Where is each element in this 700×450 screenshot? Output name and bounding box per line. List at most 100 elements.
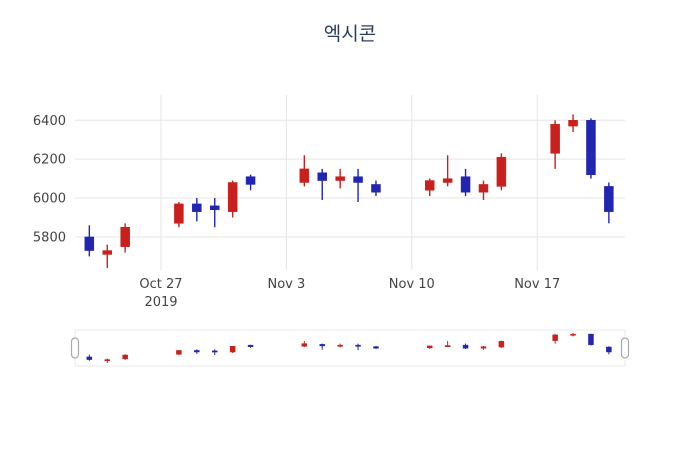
candle[interactable] (319, 343, 325, 350)
candle[interactable] (373, 345, 379, 349)
candle[interactable] (86, 354, 93, 361)
candle-body (86, 356, 93, 360)
candle-body (373, 346, 379, 349)
candle-body (104, 359, 110, 362)
candle[interactable] (604, 182, 614, 224)
rangeslider-track[interactable] (74, 329, 626, 367)
candle[interactable] (355, 343, 361, 351)
candle-body (552, 334, 558, 341)
candle-body (353, 176, 363, 183)
candle-body (480, 346, 487, 349)
rangeslider[interactable] (70, 329, 630, 367)
candle-body (122, 354, 128, 360)
candle[interactable] (209, 198, 220, 228)
candle[interactable] (174, 201, 184, 228)
y-tick-label: 6400 (33, 114, 66, 129)
candle-body (478, 184, 489, 193)
candle[interactable] (335, 168, 345, 189)
candle[interactable] (371, 180, 381, 197)
candle-body (247, 344, 254, 347)
candle[interactable] (194, 349, 200, 354)
candle-body (588, 333, 594, 346)
candle-body (460, 176, 471, 193)
candle-body (337, 344, 343, 347)
candle-body (568, 120, 578, 127)
candle-body (194, 350, 200, 353)
candle-body (84, 236, 95, 251)
candle-body (192, 203, 202, 212)
candle[interactable] (496, 153, 507, 191)
candle[interactable] (299, 155, 310, 187)
candle-body (442, 178, 453, 183)
candle-body (174, 203, 184, 224)
candle-body (498, 341, 505, 348)
candle[interactable] (552, 334, 558, 344)
candle[interactable] (480, 345, 487, 350)
candle[interactable] (462, 343, 469, 349)
candle[interactable] (460, 168, 471, 197)
candle[interactable] (104, 358, 110, 363)
candle-body (301, 343, 308, 347)
candle[interactable] (498, 340, 505, 348)
candle[interactable] (588, 333, 594, 346)
candle-body (462, 344, 469, 349)
candle-body (120, 226, 130, 247)
candle-body (550, 123, 560, 154)
candle-body (426, 345, 433, 349)
candle[interactable] (353, 168, 363, 202)
candle-body (606, 346, 612, 353)
candle-body (227, 182, 238, 212)
candle-body (604, 186, 614, 212)
candle[interactable] (120, 223, 130, 253)
y-tick-label: 6200 (33, 153, 66, 168)
x-axis-labels: Oct 27 2019 Nov 3 Nov 10 Nov 17 (139, 277, 560, 310)
plot-area[interactable] (75, 95, 625, 270)
candle-body (229, 346, 236, 353)
candle[interactable] (337, 343, 343, 348)
y-tick-label: 6000 (33, 192, 66, 207)
y-tick-label: 5800 (33, 230, 66, 245)
candle-body (371, 184, 381, 193)
chart-title: 엑시콘 (324, 23, 376, 45)
candle-body (586, 120, 596, 175)
candle-body (245, 176, 256, 185)
candle[interactable] (122, 354, 128, 360)
candle[interactable] (586, 118, 596, 179)
candle-body (444, 345, 451, 347)
rangeslider-mini-candles (86, 333, 612, 363)
candle[interactable] (229, 345, 236, 354)
candle[interactable] (317, 168, 327, 200)
candle-body (299, 168, 310, 183)
candle-body (496, 156, 507, 187)
candle[interactable] (102, 244, 112, 269)
candle[interactable] (424, 178, 435, 197)
candle[interactable] (568, 114, 578, 132)
y-axis-labels: 5800 6000 6200 6400 (33, 114, 66, 246)
candle[interactable] (211, 349, 218, 356)
candle-body (355, 344, 361, 347)
candle[interactable] (478, 180, 489, 200)
x-tick-label: Nov 10 (389, 277, 435, 292)
rangeslider-handle-right[interactable] (620, 337, 630, 359)
candle-body (570, 333, 576, 336)
candle-body (102, 250, 112, 255)
candle-body (209, 205, 220, 210)
candles-layer (84, 114, 614, 269)
candle[interactable] (192, 198, 202, 222)
candle[interactable] (426, 345, 433, 349)
candle[interactable] (245, 174, 256, 191)
candle[interactable] (301, 340, 308, 348)
candle[interactable] (176, 350, 182, 356)
candle[interactable] (606, 346, 612, 355)
candle[interactable] (550, 120, 560, 169)
candle[interactable] (247, 344, 254, 348)
candle[interactable] (444, 340, 451, 348)
candle[interactable] (84, 225, 95, 257)
x-tick-label: Nov 17 (514, 277, 560, 292)
candle[interactable] (570, 333, 576, 337)
rangeslider-handle-left[interactable] (70, 337, 80, 359)
candle[interactable] (442, 155, 453, 187)
candle-body (211, 350, 218, 353)
candle[interactable] (227, 180, 238, 218)
